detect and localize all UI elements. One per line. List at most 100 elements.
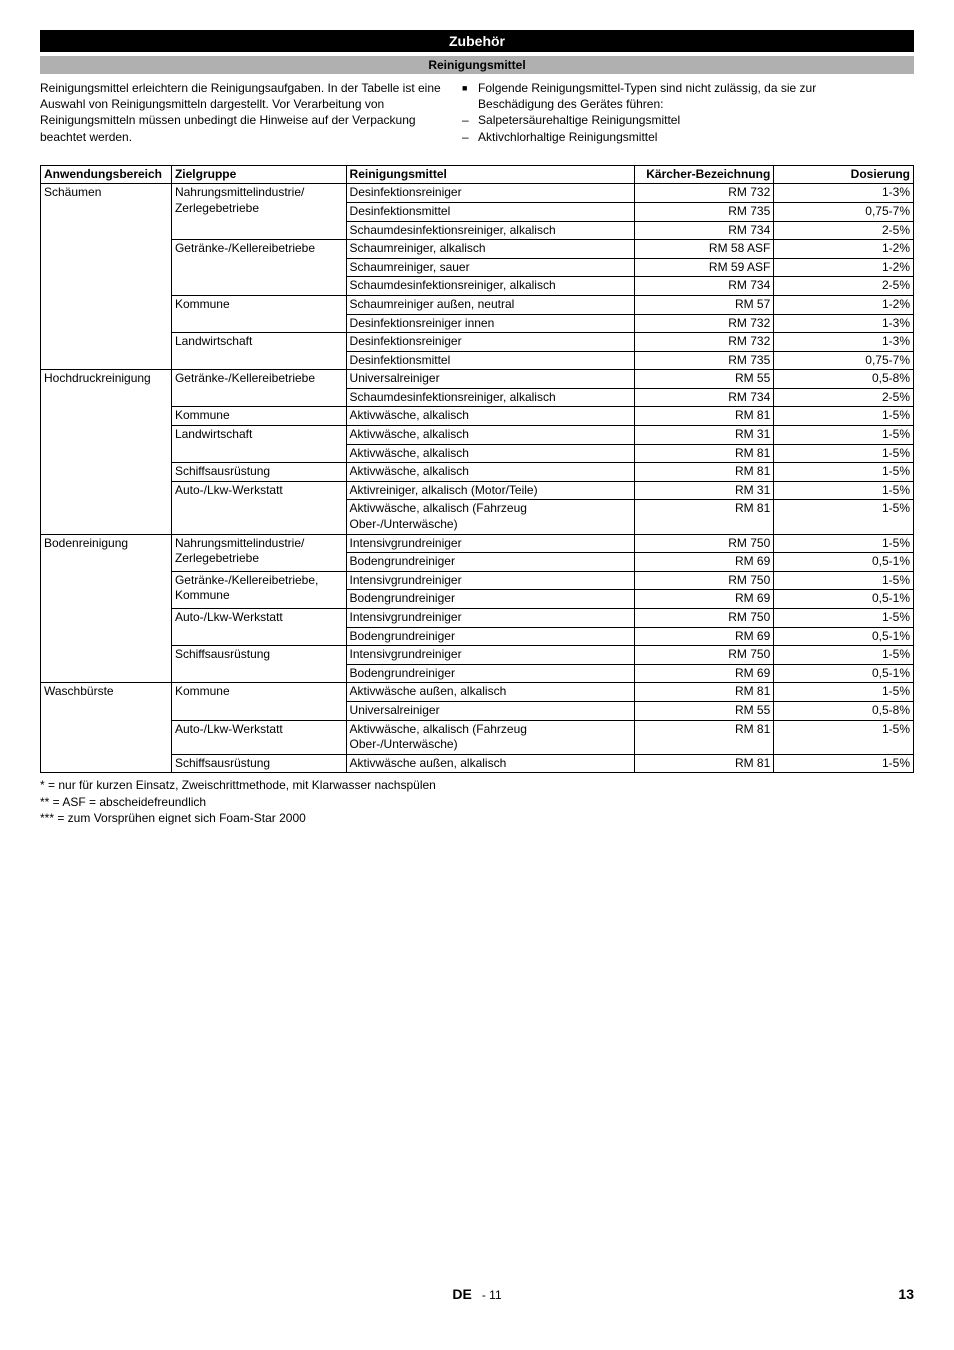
cell-reinigungsmittel: Intensivgrundreiniger [346, 571, 634, 590]
cell-reinigungsmittel: Aktivwäsche, alkalisch [346, 407, 634, 426]
section-title: Zubehör [40, 30, 914, 52]
cell-reinigungsmittel: Bodengrundreiniger [346, 664, 634, 683]
cell-bezeichnung: RM 81 [634, 500, 774, 534]
cell-zielgruppe: Getränke-/Kellereibetriebe, Kommune [171, 571, 346, 608]
cell-reinigungsmittel: Aktivwäsche außen, alkalisch [346, 683, 634, 702]
cell-anwendungsbereich: Schäumen [41, 184, 172, 370]
header-dosierung: Dosierung [774, 165, 914, 184]
cell-reinigungsmittel: Intensivgrundreiniger [346, 646, 634, 665]
cell-bezeichnung: RM 750 [634, 646, 774, 665]
intro-dash-list: Salpetersäurehaltige Reinigungsmittel Ak… [462, 112, 864, 144]
table-row: Auto-/Lkw-WerkstattIntensivgrundreiniger… [41, 609, 914, 628]
cell-bezeichnung: RM 734 [634, 221, 774, 240]
table-row: WaschbürsteKommuneAktivwäsche außen, alk… [41, 683, 914, 702]
cell-zielgruppe: Getränke-/Kellereibetriebe [171, 240, 346, 296]
cell-zielgruppe: Schiffsausrüstung [171, 463, 346, 482]
cell-dosierung: 1-5% [774, 720, 914, 754]
cell-reinigungsmittel: Desinfektionsreiniger [346, 184, 634, 203]
cell-reinigungsmittel: Universalreiniger [346, 701, 634, 720]
cell-bezeichnung: RM 59 ASF [634, 258, 774, 277]
cell-dosierung: 1-2% [774, 295, 914, 314]
cell-zielgruppe: Nahrungsmittelindustrie/ Zerlegebetriebe [171, 534, 346, 571]
cell-dosierung: 1-2% [774, 258, 914, 277]
cell-dosierung: 1-5% [774, 683, 914, 702]
cell-zielgruppe: Kommune [171, 295, 346, 332]
cell-zielgruppe: Auto-/Lkw-Werkstatt [171, 720, 346, 754]
cell-bezeichnung: RM 69 [634, 664, 774, 683]
table-row: Getränke-/KellereibetriebeSchaumreiniger… [41, 240, 914, 259]
cell-reinigungsmittel: Aktivreiniger, alkalisch (Motor/Teile) [346, 481, 634, 500]
intro-dash-item: Salpetersäurehaltige Reinigungsmittel [478, 112, 864, 128]
cell-dosierung: 0,5-8% [774, 370, 914, 389]
cell-reinigungsmittel: Bodengrundreiniger [346, 627, 634, 646]
footnote-3: *** = zum Vorsprühen eignet sich Foam-St… [40, 810, 914, 826]
intro-paragraph: Reinigungsmittel erleichtern die Reinigu… [40, 80, 442, 145]
intro-right-col: Folgende Reinigungsmittel-Typen sind nic… [462, 80, 864, 145]
footer-subpage: - 11 [482, 1288, 502, 1302]
header-zielgruppe: Zielgruppe [171, 165, 346, 184]
intro-section: Reinigungsmittel erleichtern die Reinigu… [40, 80, 914, 145]
cell-dosierung: 0,5-8% [774, 701, 914, 720]
table-row: BodenreinigungNahrungsmittelindustrie/ Z… [41, 534, 914, 553]
cell-reinigungsmittel: Desinfektionsmittel [346, 351, 634, 370]
table-row: Getränke-/Kellereibetriebe, KommuneInten… [41, 571, 914, 590]
footnote-2: ** = ASF = abscheidefreundlich [40, 794, 914, 810]
intro-left-col: Reinigungsmittel erleichtern die Reinigu… [40, 80, 442, 145]
table-row: Auto-/Lkw-WerkstattAktivreiniger, alkali… [41, 481, 914, 500]
page-footer: DE - 11 13 [40, 1286, 914, 1302]
cell-zielgruppe: Nahrungsmittelindustrie/ Zerlegebetriebe [171, 184, 346, 240]
cell-reinigungsmittel: Bodengrundreiniger [346, 553, 634, 572]
table-row: SchiffsausrüstungAktivwäsche, alkalischR… [41, 463, 914, 482]
table-row: KommuneSchaumreiniger außen, neutralRM 5… [41, 295, 914, 314]
cell-dosierung: 0,75-7% [774, 351, 914, 370]
cell-bezeichnung: RM 57 [634, 295, 774, 314]
cell-dosierung: 1-5% [774, 646, 914, 665]
cell-zielgruppe: Getränke-/Kellereibetriebe [171, 370, 346, 407]
cell-dosierung: 0,75-7% [774, 202, 914, 221]
cell-zielgruppe: Auto-/Lkw-Werkstatt [171, 609, 346, 646]
cell-bezeichnung: RM 734 [634, 388, 774, 407]
cell-reinigungsmittel: Desinfektionsmittel [346, 202, 634, 221]
cell-bezeichnung: RM 69 [634, 553, 774, 572]
table-row: SchiffsausrüstungAktivwäsche außen, alka… [41, 754, 914, 773]
cell-dosierung: 1-5% [774, 426, 914, 445]
cell-dosierung: 1-3% [774, 333, 914, 352]
table-row: Auto-/Lkw-WerkstattAktivwäsche, alkalisc… [41, 720, 914, 754]
cell-dosierung: 2-5% [774, 388, 914, 407]
cell-dosierung: 0,5-1% [774, 627, 914, 646]
cell-dosierung: 2-5% [774, 277, 914, 296]
cell-dosierung: 1-2% [774, 240, 914, 259]
cell-zielgruppe: Landwirtschaft [171, 333, 346, 370]
table-row: HochdruckreinigungGetränke-/Kellereibetr… [41, 370, 914, 389]
cell-anwendungsbereich: Hochdruckreinigung [41, 370, 172, 534]
footnote-1: * = nur für kurzen Einsatz, Zweischrittm… [40, 777, 914, 793]
cell-reinigungsmittel: Schaumdesinfektionsreiniger, alkalisch [346, 388, 634, 407]
intro-bullet: Folgende Reinigungsmittel-Typen sind nic… [478, 80, 864, 112]
cell-dosierung: 1-3% [774, 314, 914, 333]
table-header-row: Anwendungsbereich Zielgruppe Reinigungsm… [41, 165, 914, 184]
cell-dosierung: 1-5% [774, 500, 914, 534]
cell-reinigungsmittel: Intensivgrundreiniger [346, 534, 634, 553]
cell-bezeichnung: RM 735 [634, 202, 774, 221]
cell-dosierung: 1-5% [774, 571, 914, 590]
cell-dosierung: 1-5% [774, 481, 914, 500]
cell-bezeichnung: RM 732 [634, 333, 774, 352]
cell-bezeichnung: RM 81 [634, 720, 774, 754]
cell-bezeichnung: RM 735 [634, 351, 774, 370]
cell-bezeichnung: RM 81 [634, 463, 774, 482]
cell-bezeichnung: RM 31 [634, 481, 774, 500]
cell-bezeichnung: RM 58 ASF [634, 240, 774, 259]
cleaning-agents-table: Anwendungsbereich Zielgruppe Reinigungsm… [40, 165, 914, 774]
table-row: SchäumenNahrungsmittelindustrie/ Zerlege… [41, 184, 914, 203]
cell-reinigungsmittel: Aktivwäsche, alkalisch [346, 426, 634, 445]
cell-reinigungsmittel: Schaumdesinfektionsreiniger, alkalisch [346, 277, 634, 296]
section-subtitle: Reinigungsmittel [40, 56, 914, 74]
cell-bezeichnung: RM 750 [634, 609, 774, 628]
cell-dosierung: 1-5% [774, 609, 914, 628]
header-bezeichnung: Kärcher-Bezeichnung [634, 165, 774, 184]
cell-reinigungsmittel: Intensivgrundreiniger [346, 609, 634, 628]
cell-dosierung: 0,5-1% [774, 553, 914, 572]
cell-dosierung: 1-5% [774, 534, 914, 553]
cell-zielgruppe: Schiffsausrüstung [171, 646, 346, 683]
cell-dosierung: 1-5% [774, 754, 914, 773]
